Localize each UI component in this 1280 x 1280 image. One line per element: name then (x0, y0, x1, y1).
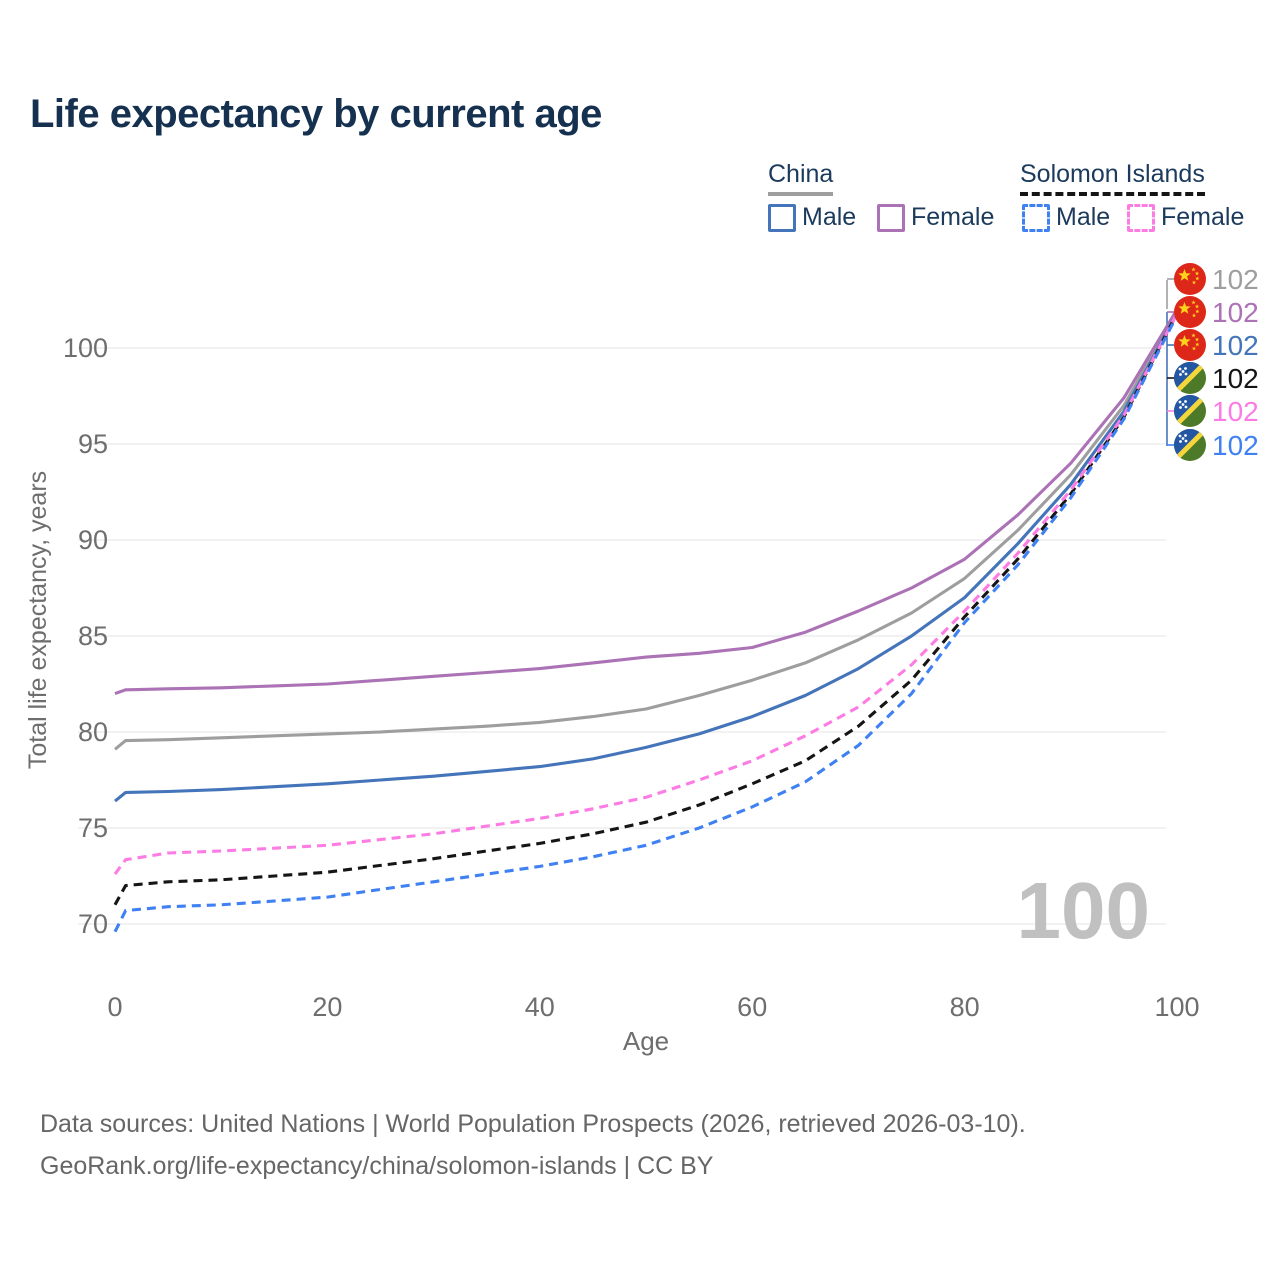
china-female-swatch-icon (877, 203, 905, 232)
data-sources-text: Data sources: United Nations | World Pop… (40, 1110, 1026, 1138)
series-line-china-female (114, 308, 1179, 696)
china-flag-icon (1174, 296, 1206, 328)
x-axis-title: Age (623, 1026, 669, 1056)
y-axis-title: Total life expectancy, years (24, 471, 52, 769)
end-value-label: 102 (1212, 430, 1259, 461)
y-tick-label: 100 (63, 333, 108, 363)
china-flag-icon (1174, 263, 1206, 295)
x-tick-label: 80 (950, 992, 980, 1022)
china-male-swatch-icon (768, 203, 796, 232)
solomon-islands-flag-icon (1174, 429, 1206, 461)
legend-group-solomon-islands[interactable]: Solomon Islands (1020, 160, 1205, 196)
x-tick-label: 100 (1154, 992, 1199, 1022)
legend-item-solomon-male[interactable]: Male (1022, 203, 1110, 232)
end-value-label: 102 (1212, 330, 1259, 361)
georank-attribution-text: GeoRank.org/life-expectancy/china/solomo… (40, 1152, 714, 1180)
solomon-male-swatch-icon (1022, 203, 1050, 232)
end-value-label: 102 (1212, 396, 1259, 427)
series-line-solomon-islands-female (113, 312, 1179, 876)
legend-item-label: Male (802, 203, 857, 231)
solomon-islands-flag-icon (1174, 395, 1206, 427)
page-title: Life expectancy by current age (30, 92, 602, 136)
legend-group-china[interactable]: China (768, 160, 834, 196)
end-value-label: 102 (1212, 297, 1259, 328)
y-tick-label: 75 (78, 813, 108, 843)
legend-item-label: Female (911, 203, 995, 231)
legend-item-china-male[interactable]: Male (768, 203, 856, 232)
y-tick-label: 90 (78, 525, 108, 555)
end-value-label: 102 (1212, 264, 1259, 295)
x-tick-label: 20 (312, 992, 342, 1022)
series-line-solomon-islands (113, 312, 1179, 906)
end-value-label: 102 (1212, 363, 1259, 394)
x-tick-label: 40 (525, 992, 555, 1022)
y-tick-label: 80 (78, 717, 108, 747)
series-line-china (114, 310, 1179, 751)
china-flag-icon (1174, 329, 1206, 361)
solomon-islands-flag-icon (1174, 362, 1206, 394)
y-tick-label: 95 (78, 429, 108, 459)
y-tick-label: 70 (78, 909, 108, 939)
y-tick-label: 85 (78, 621, 108, 651)
series-line-china-male (114, 312, 1179, 803)
x-tick-label: 60 (737, 992, 767, 1022)
x-tick-label: 0 (107, 992, 122, 1022)
watermark-age: 100 (1017, 866, 1150, 955)
legend-item-label: Male (1056, 203, 1111, 231)
solomon-female-swatch-icon (1127, 203, 1155, 232)
legend-item-label: Female (1161, 203, 1245, 231)
legend-item-china-female[interactable]: Female (877, 203, 994, 232)
series-line-solomon-islands-male (113, 314, 1179, 933)
legend-item-solomon-female[interactable]: Female (1127, 203, 1244, 232)
